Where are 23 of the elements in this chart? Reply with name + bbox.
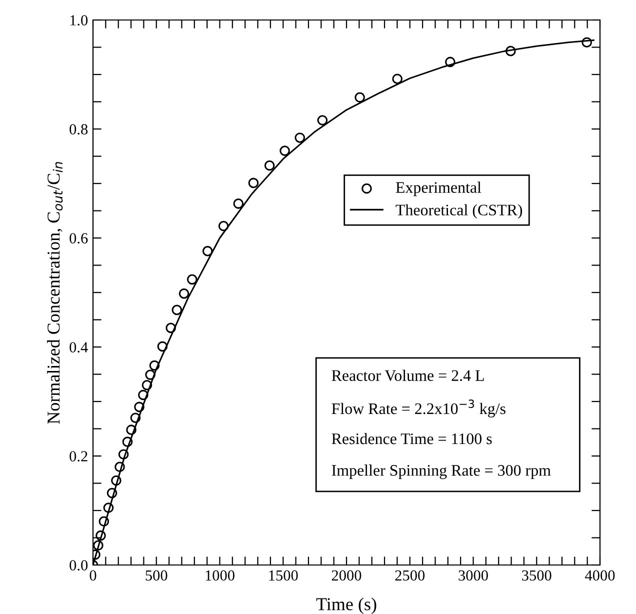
x-tick-label: 500: [146, 570, 168, 581]
x-tick-label: 0: [90, 570, 96, 581]
y-tick-label: 0.2: [70, 451, 88, 462]
annotation: Impeller Spinning Rate = 300 rpm: [332, 464, 551, 480]
x-tick-label: 1000: [206, 570, 234, 581]
annotation: Residence Time = 1100 s: [332, 432, 492, 444]
y-tick-label: 0.0: [70, 560, 88, 571]
legend-label: Theoretical (CSTR): [396, 204, 522, 219]
x-axis-title: Time (s): [316, 598, 376, 614]
y-axis-title: Normalized Concentration, C$_{out}$/C$_{in}$: [47, 162, 63, 424]
annotation: Reactor Volume = 2.4 L: [332, 370, 484, 382]
y-tick-label: 0.4: [70, 342, 88, 353]
x-tick-label: 2000: [332, 570, 362, 581]
y-tick-label: 0.6: [70, 233, 88, 244]
y-tick-label: 1.0: [70, 15, 88, 26]
x-tick-label: 3000: [458, 570, 488, 581]
legend-label: Experimental: [396, 182, 482, 196]
x-tick-label: 2500: [395, 570, 425, 581]
y-tick-label: 0.8: [70, 124, 88, 135]
annotation: Flow Rate = 2.2x10$^{−3}$ kg/s: [332, 400, 506, 418]
x-tick-label: 1500: [269, 570, 298, 581]
x-tick-label: 3500: [522, 570, 552, 581]
x-tick-label: 4000: [585, 570, 615, 581]
